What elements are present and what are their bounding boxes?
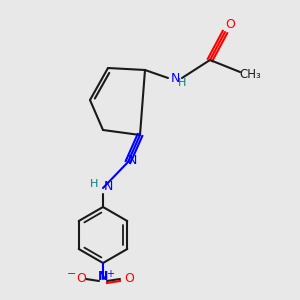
- Text: CH₃: CH₃: [239, 68, 261, 80]
- Text: N: N: [98, 271, 108, 284]
- Text: O: O: [225, 19, 235, 32]
- Text: O: O: [76, 272, 86, 286]
- Text: −: −: [67, 269, 77, 279]
- Text: N: N: [170, 71, 180, 85]
- Text: N: N: [127, 154, 137, 167]
- Text: H: H: [178, 78, 186, 88]
- Text: N: N: [103, 181, 113, 194]
- Text: +: +: [106, 269, 114, 279]
- Text: O: O: [124, 272, 134, 286]
- Text: H: H: [90, 179, 98, 189]
